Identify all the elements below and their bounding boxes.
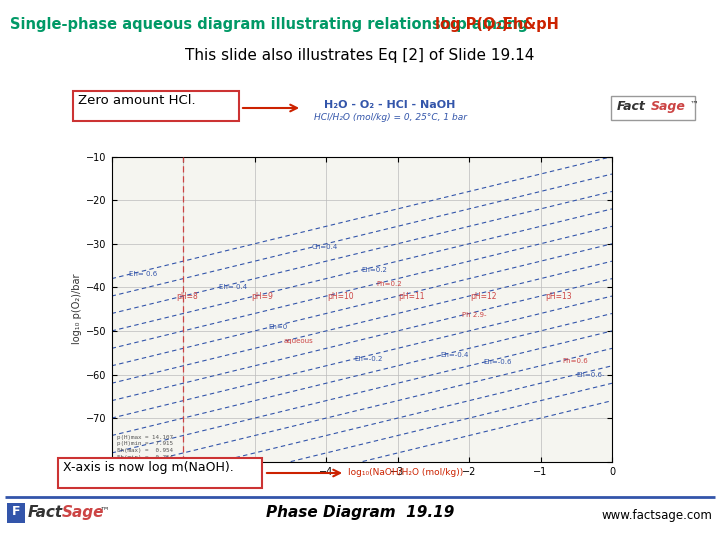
Text: www.factsage.com: www.factsage.com [601, 509, 712, 522]
FancyBboxPatch shape [58, 458, 262, 488]
Text: Sage: Sage [62, 505, 104, 520]
Text: HCl/H₂O (mol/kg) = 0, 25°C, 1 bar: HCl/H₂O (mol/kg) = 0, 25°C, 1 bar [313, 113, 467, 122]
Text: Phase Diagram  19.19: Phase Diagram 19.19 [266, 505, 454, 520]
Text: Single-phase aqueous diagram illustrating relationship among: Single-phase aqueous diagram illustratin… [10, 17, 533, 32]
Text: Zero amount HCl.: Zero amount HCl. [78, 94, 196, 107]
Text: ™: ™ [690, 100, 698, 109]
Text: pH=9: pH=9 [251, 292, 273, 301]
Text: Eh=0.6-: Eh=0.6- [576, 372, 605, 377]
Text: Eh=-0.6: Eh=-0.6 [483, 359, 512, 366]
Text: Ph=0.2: Ph=0.2 [376, 281, 402, 287]
Text: H₂O - O₂ - HCl - NaOH: H₂O - O₂ - HCl - NaOH [324, 100, 456, 110]
Text: pH=10: pH=10 [327, 292, 354, 301]
Text: pH=13: pH=13 [545, 292, 572, 301]
Text: Ph 2.9-: Ph 2.9- [462, 312, 487, 318]
FancyBboxPatch shape [73, 91, 239, 121]
Text: Eh=0: Eh=0 [269, 325, 288, 330]
Text: p(H)max = 14.107
p(H)min =  7.915
Eh(max) =  0.954
Eh(min) = -0.754: p(H)max = 14.107 p(H)min = 7.915 Eh(max)… [117, 435, 174, 460]
Text: Eh=-0.2: Eh=-0.2 [355, 356, 383, 362]
Text: Fact: Fact [617, 100, 646, 113]
Text: Ch=0.4: Ch=0.4 [312, 244, 338, 250]
Text: Eh= 0.6: Eh= 0.6 [130, 271, 158, 277]
Text: Fact: Fact [28, 505, 63, 520]
Text: Sage: Sage [651, 100, 686, 113]
Text: This slide also illustrates Eq [2] of Slide 19.14: This slide also illustrates Eq [2] of Sl… [185, 48, 535, 63]
Text: Ph=0.6: Ph=0.6 [562, 357, 588, 363]
Text: Sage: Sage [651, 100, 686, 113]
Text: Eh= 0.4: Eh= 0.4 [219, 285, 247, 291]
Text: Eh=-0.4: Eh=-0.4 [441, 353, 469, 359]
Text: aqueous: aqueous [283, 339, 313, 345]
Text: log P(O₂): log P(O₂) [435, 17, 508, 32]
Text: pH=8: pH=8 [176, 292, 197, 301]
FancyBboxPatch shape [611, 96, 695, 120]
Text: Fact: Fact [617, 100, 646, 113]
Text: ™: ™ [100, 505, 109, 515]
Text: Eh=0.2: Eh=0.2 [362, 267, 387, 273]
Y-axis label: log₁₀ p(O₂)/bar: log₁₀ p(O₂)/bar [72, 274, 82, 345]
Text: F: F [12, 505, 20, 518]
Text: pH=12: pH=12 [470, 292, 497, 301]
Text: ™: ™ [690, 100, 698, 109]
Text: ,  Eh&pH: , Eh&pH [487, 17, 559, 32]
Text: X-axis is now log m(NaOH).: X-axis is now log m(NaOH). [63, 461, 234, 474]
Text: pH=11: pH=11 [399, 292, 425, 301]
Text: log₁₀(NaOH/H₂O (mol/kg)): log₁₀(NaOH/H₂O (mol/kg)) [348, 468, 463, 477]
FancyBboxPatch shape [7, 503, 25, 523]
